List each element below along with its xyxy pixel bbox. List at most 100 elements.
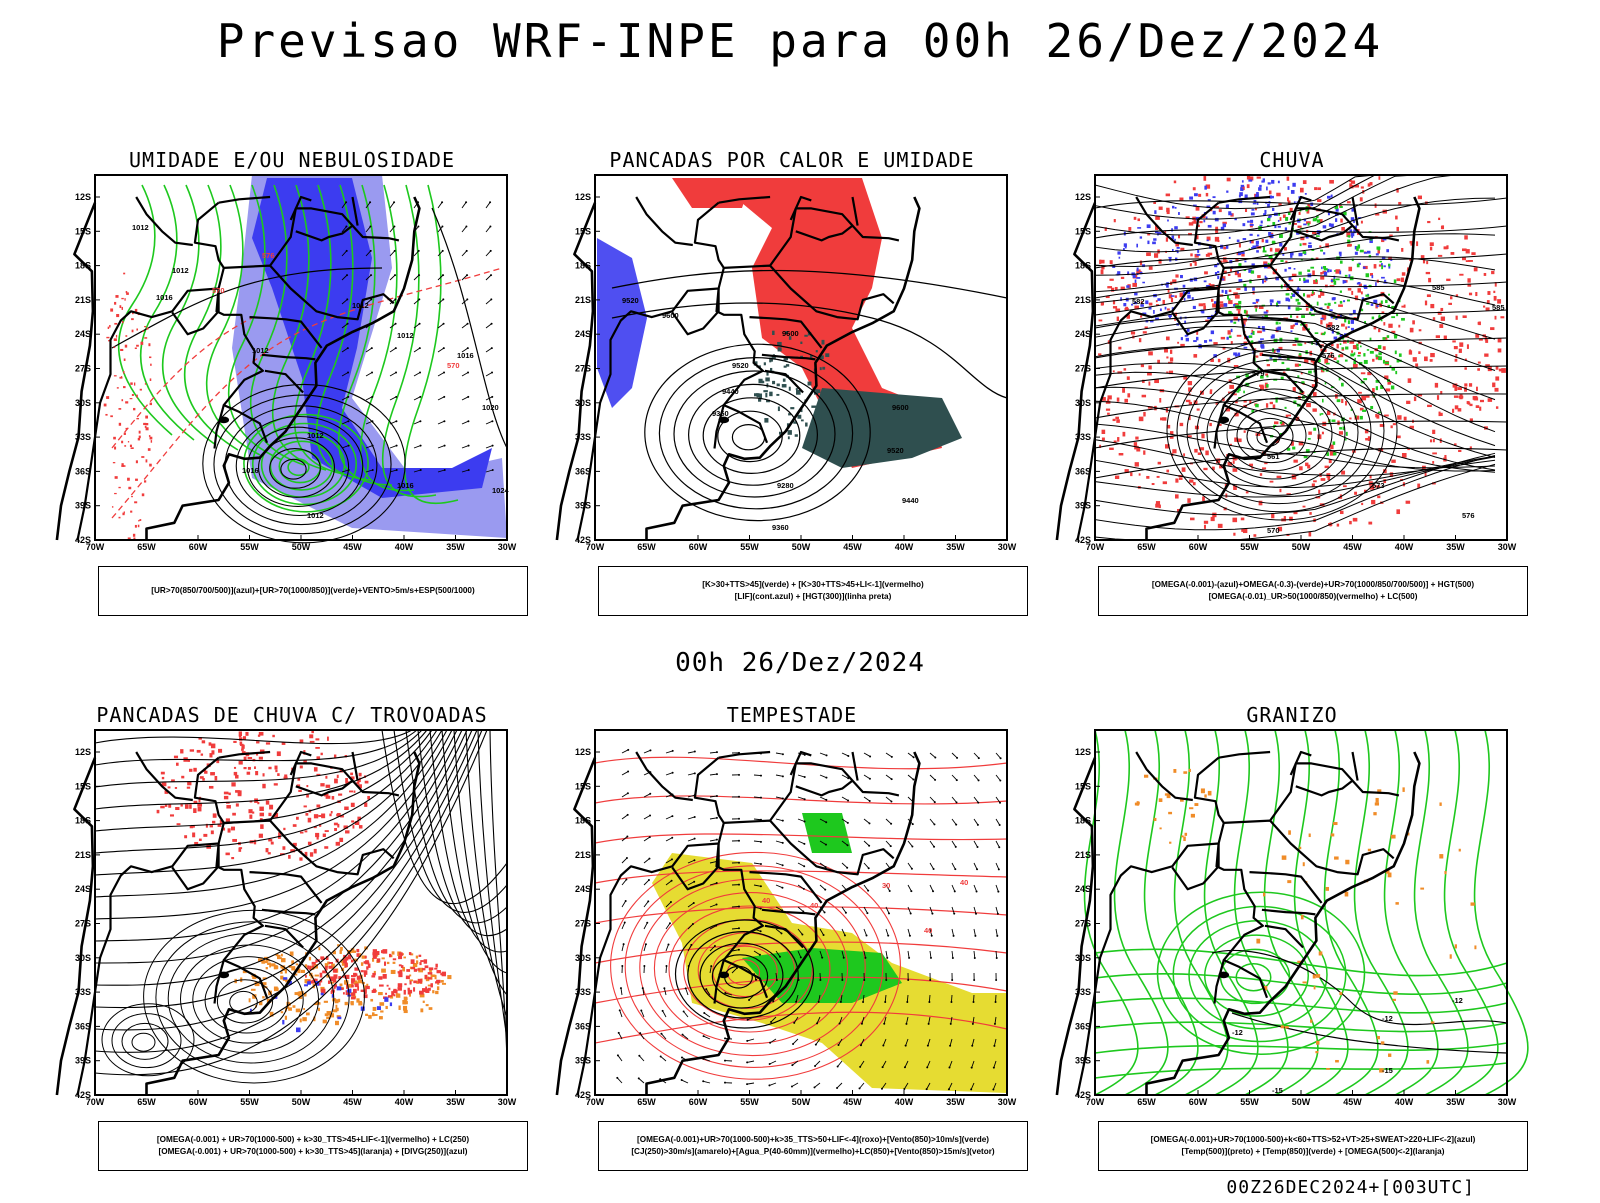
wind-vector [491,396,493,398]
thunder-orange [435,991,438,994]
thunder-orange [361,962,363,966]
precip-red [1190,263,1192,266]
contour-label: 1020 [482,403,499,412]
omega-green [1298,272,1301,275]
humidity-speckle [144,480,146,482]
precip-red [1426,261,1428,264]
omega-blue [1363,267,1366,269]
omega-green [1399,353,1402,356]
wind-vector [490,298,492,300]
precip-red [1430,353,1435,357]
omega500-orange [1393,999,1396,1001]
wind-vector [694,838,696,840]
wind-vector [927,1045,929,1047]
omega500-orange [1420,888,1424,890]
wind-vector [868,845,870,847]
thunder-red [275,770,277,772]
omega-green [1267,218,1270,221]
precip-red [1329,180,1334,184]
instability-speckle [796,388,798,390]
forecast-time-label: 00h 26/Dez/2024 [0,648,1600,678]
thunder-red [326,785,331,788]
omega-green [1378,352,1381,355]
lon-label: 30W [1498,542,1517,552]
precip-red [1409,349,1411,352]
thunder-red [293,824,297,827]
wind-vector [823,934,825,936]
thunder-orange [249,998,251,1002]
lat-label: 27S [575,919,591,929]
wind-vector [419,323,421,325]
precip-red [1179,477,1183,479]
thunder-red [170,814,174,816]
omega-blue [1292,183,1295,187]
precip-red [1135,437,1138,440]
thunder-red [176,763,179,766]
wind-vector [370,250,372,252]
wind-vector [693,859,695,861]
wind-vector [467,347,469,349]
humidity-speckle [138,438,140,440]
thunder-red [305,830,308,832]
precip-red [1337,524,1339,527]
omega-blue [1294,268,1296,270]
wind-vector [639,1032,641,1034]
omega-blue [1321,318,1324,320]
precip-red [1432,430,1435,434]
wind-vector [492,445,494,447]
omega-green [1340,261,1343,264]
wind-vector [977,824,979,826]
omega-green [1279,322,1281,324]
wind-vector [978,757,980,759]
wind-vector [623,943,625,945]
precip-red [1139,473,1141,475]
wind-vector [703,1012,705,1014]
omega500-orange [1302,981,1306,983]
wind-vector [971,1045,973,1047]
wind-vector [468,469,470,471]
precip-red [1179,198,1183,201]
contour-label: 9520 [887,446,904,455]
omega500-orange [1474,945,1476,949]
thunder-red [372,973,376,975]
wind-vector [882,1044,884,1046]
wind-vector [441,226,443,228]
wind-vector [345,226,347,228]
precip-red [1311,294,1314,296]
precip-red [1501,368,1506,373]
precip-red [1228,300,1232,304]
thunder-red [351,803,355,807]
legend-line: [OMEGA(-0.001)-(azul)+OMEGA(-0.3)-(verde… [1099,579,1527,591]
precip-red [1269,191,1272,195]
omega-green [1382,337,1385,339]
precip-red [1459,349,1462,353]
thunder-orange [431,974,436,977]
precip-red [1229,290,1232,292]
omega-blue [1250,224,1254,226]
precip-red [1496,406,1498,409]
precip-red [1368,522,1372,525]
omega-blue [1305,280,1309,283]
omega-green [1387,335,1390,338]
thunder-orange [336,1008,338,1011]
thunder-red [399,964,402,966]
precip-red [1441,225,1444,229]
omega-green [1344,319,1346,323]
wind-vector [688,965,690,967]
thunder-red [274,783,278,785]
lon-label: 30W [498,542,517,552]
omega500-orange [1471,902,1475,905]
contour-label: 1012 [352,301,369,310]
omega-blue [1165,307,1167,310]
contour-label: 9440 [722,387,739,396]
thunder-red [262,784,265,789]
thunder-red [274,766,277,770]
wind-vector [442,298,444,300]
contour-label: 1012 [307,511,324,520]
precip-red [1469,404,1472,406]
omega-blue [1174,226,1178,229]
divergence-blue [321,993,324,996]
thunder-orange [398,994,400,998]
omega-green [1364,360,1368,364]
omega-blue [1193,306,1196,309]
